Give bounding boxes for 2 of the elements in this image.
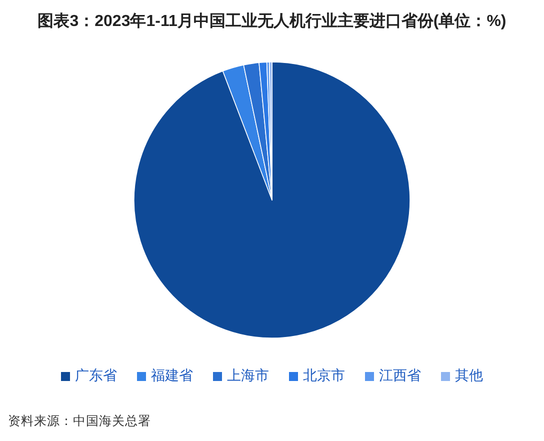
annotation: 资料来源：中国海关总署	[8, 414, 151, 428]
title: 图表3：2023年1-11月中国工业无人机行业主要进口省份(单位：%)	[38, 13, 506, 30]
